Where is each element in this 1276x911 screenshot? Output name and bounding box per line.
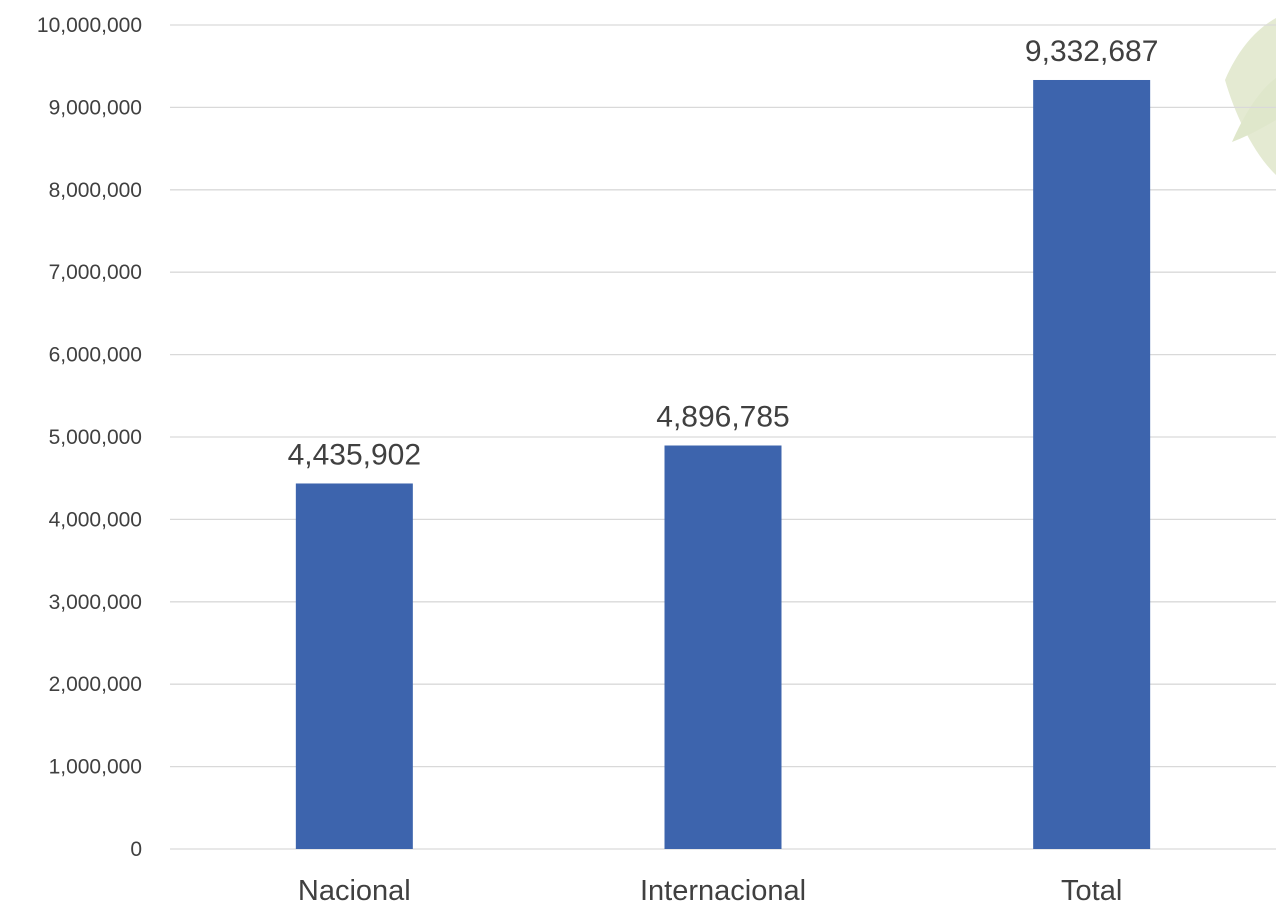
- y-tick-label: 5,000,000: [49, 426, 142, 449]
- category-label-internacional: Internacional: [640, 875, 806, 907]
- bar-total: [1033, 79, 1151, 850]
- y-tick-label: 2,000,000: [49, 673, 142, 696]
- y-tick-label: 0: [130, 838, 142, 861]
- y-tick-label: 4,000,000: [49, 508, 142, 531]
- category-label-nacional: Nacional: [298, 875, 411, 907]
- y-tick-label: 1,000,000: [49, 756, 142, 779]
- y-tick-label: 10,000,000: [37, 14, 142, 37]
- decorative-leaf-watermark: [1196, 0, 1276, 175]
- bar-internacional: [664, 445, 782, 849]
- y-tick-label: 7,000,000: [49, 261, 142, 284]
- category-label-total: Total: [1061, 875, 1122, 907]
- y-tick-label: 8,000,000: [49, 179, 142, 202]
- x-axis-category-labels: Nacional Internacional Total: [298, 875, 1122, 907]
- y-axis-tick-labels: 0 1,000,000 2,000,000 3,000,000 4,000,000 5,0…: [37, 14, 142, 861]
- y-tick-label: 6,000,000: [49, 344, 142, 367]
- data-label-nacional: 4,435,902: [288, 438, 421, 471]
- data-label-internacional: 4,896,785: [656, 401, 789, 434]
- y-tick-label: 3,000,000: [49, 591, 142, 614]
- y-tick-label: 9,000,000: [49, 96, 142, 119]
- data-label-total: 9,332,687: [1025, 35, 1158, 68]
- data-labels: 4,435,902 4,896,785 9,332,687: [288, 35, 1159, 471]
- bar-nacional: [295, 483, 413, 849]
- bars: [295, 79, 1151, 850]
